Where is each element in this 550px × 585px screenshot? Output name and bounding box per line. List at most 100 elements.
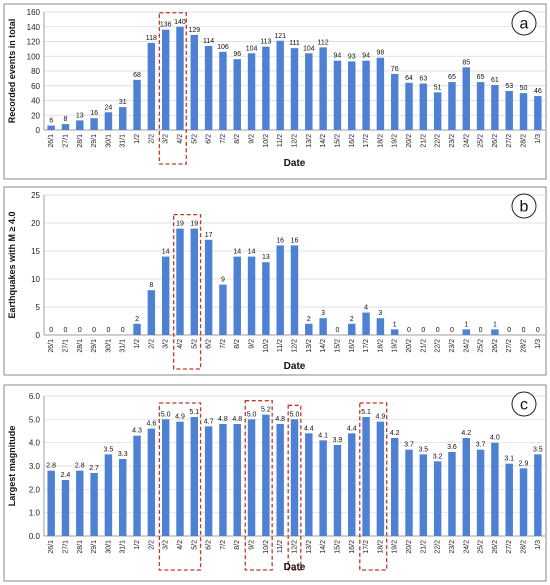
data-label: 9	[221, 277, 225, 284]
x-tick-label: 11/2	[277, 134, 284, 147]
bar	[462, 329, 470, 335]
data-label: 3.5	[533, 446, 543, 453]
bar	[362, 417, 370, 536]
x-tick-label: 17/2	[363, 540, 370, 554]
data-label: 118	[146, 35, 157, 42]
bar	[519, 468, 528, 536]
data-label: 8	[64, 116, 68, 123]
data-label: 136	[160, 22, 172, 29]
data-label: 46	[534, 88, 542, 95]
x-tick-label: 23/2	[449, 540, 456, 554]
data-label: 50	[520, 85, 528, 92]
bar	[462, 67, 470, 130]
bar	[133, 435, 141, 536]
bar	[176, 421, 184, 536]
bar	[233, 59, 241, 131]
bar	[405, 449, 413, 536]
data-label: 0	[78, 327, 82, 334]
data-label: 121	[274, 33, 286, 40]
bar	[319, 318, 327, 335]
bar	[204, 239, 213, 335]
panel-a: 0 20 40 60 80 100 120 140 160 6 26/1 8 27/1 13 28/1 16 2…	[3, 3, 547, 180]
bar	[47, 125, 55, 130]
bar	[448, 452, 456, 536]
x-tick-label: 27/2	[506, 134, 513, 148]
data-label: 85	[462, 59, 470, 66]
data-label: 16	[276, 237, 284, 244]
x-tick-label: 4/2	[177, 134, 184, 144]
x-tick-label: 16/2	[349, 134, 356, 148]
x-tick-label: 2/2	[148, 540, 155, 550]
data-label: 1	[464, 321, 468, 328]
bar	[390, 73, 399, 130]
x-tick-label: 10/2	[263, 134, 270, 148]
data-label: 2.8	[75, 463, 85, 470]
y-axis-title: Recorded events in total	[7, 19, 17, 124]
highlight-box	[244, 400, 273, 571]
bar	[390, 438, 399, 536]
x-tick-label: 21/2	[420, 339, 427, 353]
bar	[290, 48, 299, 131]
data-label: 2.7	[89, 465, 99, 472]
data-label: 1	[493, 321, 497, 328]
y-tick-label: 1.0	[29, 509, 41, 518]
bar	[176, 228, 184, 335]
bar	[319, 47, 327, 130]
x-tick-label: 4/2	[177, 540, 184, 550]
data-label: 3	[321, 310, 325, 317]
x-tick-label: 25/2	[478, 134, 485, 148]
y-axis-title: Largest magnitude	[7, 426, 17, 507]
x-tick-label: 14/2	[320, 540, 327, 554]
x-axis-title: Date	[284, 361, 306, 372]
x-tick-label: 1/3	[535, 339, 542, 349]
data-label: 114	[203, 38, 214, 45]
panel-badge	[511, 10, 537, 36]
x-tick-label: 5/2	[191, 134, 198, 144]
bar	[119, 107, 127, 130]
data-label: 5.0	[161, 411, 171, 418]
x-tick-label: 15/2	[334, 134, 341, 148]
data-label: 68	[133, 72, 141, 79]
bar	[61, 124, 70, 130]
panel-b: 0510152025026/1027/1028/1029/1030/1031/1…	[3, 186, 547, 376]
bar	[476, 82, 485, 130]
data-label: 16	[90, 110, 98, 117]
x-tick-label: 15/2	[334, 339, 341, 353]
data-label: 0	[479, 327, 483, 334]
data-label: 5.0	[247, 411, 257, 418]
data-label: 14	[248, 249, 256, 256]
x-tick-label: 1/2	[134, 339, 141, 349]
y-tick-label: 10	[31, 275, 40, 284]
x-tick-label: 13/2	[306, 339, 313, 353]
x-tick-label: 3/2	[163, 134, 170, 144]
bar	[190, 228, 199, 335]
data-label: 63	[419, 76, 427, 83]
x-tick-label: 29/1	[91, 134, 98, 148]
bar	[104, 454, 113, 536]
data-label: 0	[92, 327, 96, 334]
x-tick-label: 26/2	[492, 339, 499, 353]
x-tick-label: 31/1	[120, 339, 127, 353]
bar	[262, 262, 270, 335]
data-label: 3.1	[504, 456, 514, 463]
data-label: 0	[436, 327, 440, 334]
data-label: 0	[450, 327, 454, 334]
x-tick-label: 12/2	[292, 339, 299, 353]
x-tick-label: 18/2	[377, 540, 384, 554]
panel-badge	[511, 193, 537, 219]
data-label: 4.3	[132, 428, 142, 435]
y-tick-label: 5.0	[29, 415, 41, 424]
bar	[276, 245, 284, 335]
bar	[133, 79, 141, 130]
data-label: 0	[522, 327, 526, 334]
x-tick-label: 21/2	[420, 134, 427, 148]
bar	[204, 45, 213, 130]
x-tick-label: 2/2	[148, 339, 155, 349]
y-tick-label: 6.0	[29, 392, 41, 401]
x-tick-label: 28/1	[77, 339, 84, 353]
bar	[433, 461, 442, 536]
bar	[90, 118, 98, 130]
x-tick-label: 26/1	[48, 540, 55, 554]
x-tick-label: 3/2	[163, 339, 170, 349]
data-label: 3.5	[104, 446, 114, 453]
